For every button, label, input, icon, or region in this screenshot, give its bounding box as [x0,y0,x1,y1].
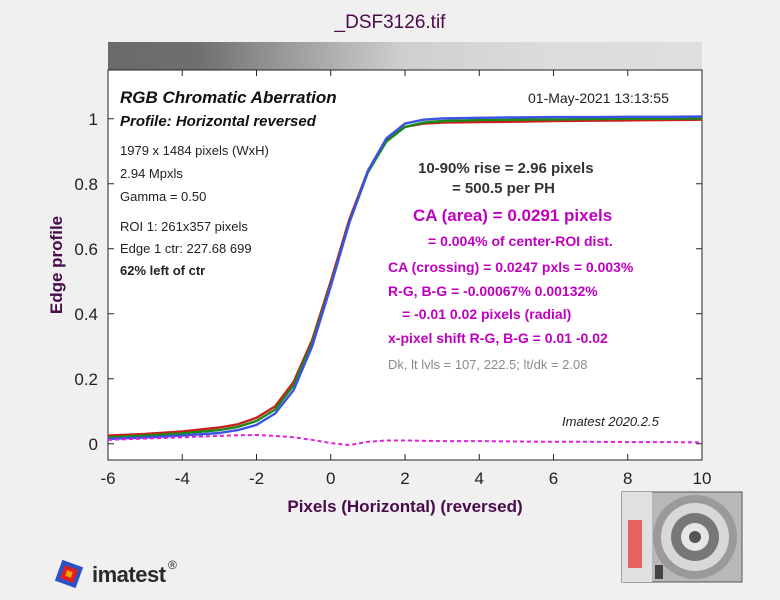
x-axis-label: Pixels (Horizontal) (reversed) [287,497,522,516]
x-tick-label: -6 [100,469,115,488]
imatest-logo-icon [54,559,84,589]
ca-crossing: CA (crossing) = 0.0247 pxls = 0.003% [388,259,634,275]
x-tick-label: -2 [249,469,264,488]
y-axis-label: Edge profile [47,216,66,314]
profile-label: Profile: Horizontal reversed [120,113,316,130]
y-tick-label: 0.6 [74,240,98,259]
info-roi-position: 62% left of ctr [120,263,206,278]
info-gamma: Gamma = 0.50 [120,189,207,204]
x-tick-label: 10 [693,469,712,488]
series-line-difference [107,434,703,447]
series-line-b [107,115,703,441]
timestamp: 01-May-2021 13:13:55 [528,90,669,106]
ca-area-pct: = 0.004% of center-ROI dist. [428,233,613,249]
y-tick-label: 0.2 [74,370,98,389]
y-tick-label: 1 [89,110,98,129]
x-pixel-shift: x-pixel shift R-G, B-G = 0.01 -0.02 [388,330,608,346]
info-size: 1979 x 1484 pixels (WxH) [120,143,269,158]
y-tick-label: 0.8 [74,175,98,194]
x-tick-label: 0 [326,469,335,488]
rg-bg-px: = -0.01 0.02 pixels (radial) [402,306,572,322]
info-mpxls: 2.94 Mpxls [120,166,183,181]
version-label: Imatest 2020.2.5 [562,414,659,429]
levels-info: Dk, lt lvls = 107, 222.5; lt/dk = 2.08 [388,357,588,372]
ca-area: CA (area) = 0.0291 pixels [413,206,613,225]
rg-bg-pct: R-G, B-G = -0.00067% 0.00132% [388,283,598,299]
x-tick-label: -4 [175,469,190,488]
chart-title: RGB Chromatic Aberration [120,88,337,107]
y-tick-label: 0 [89,435,98,454]
plot-area [107,69,703,461]
axis-ticks: -6 -4 -2 0 2 4 6 8 10 0 0.2 0.4 0.6 0.8 1 [74,70,711,488]
y-tick-label: 0.4 [74,305,98,324]
rise-result: 10-90% rise = 2.96 pixels [418,160,594,177]
logo-text: imatest [92,562,166,587]
edge-strip-image [108,42,702,70]
rise-per-ph: = 500.5 per PH [452,180,555,197]
window-title: _DSF3126.tif [334,12,446,33]
registered-mark: ® [168,558,177,572]
x-tick-label: 6 [549,469,558,488]
roi-thumbnail [621,491,743,583]
data-lines [107,115,703,447]
info-roi: ROI 1: 261x357 pixels [120,219,248,234]
x-tick-label: 2 [400,469,409,488]
x-tick-label: 4 [475,469,484,488]
info-edge-ctr: Edge 1 ctr: 227.68 699 [120,241,252,256]
x-tick-label: 8 [623,469,632,488]
